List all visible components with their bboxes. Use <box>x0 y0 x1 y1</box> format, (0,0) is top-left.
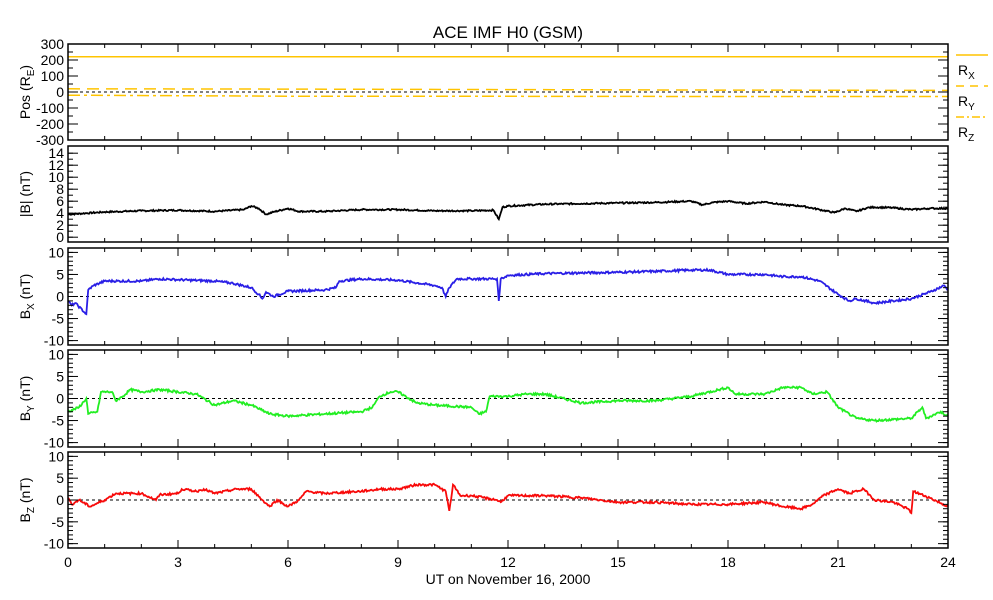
y-label-unit: (nT) <box>17 477 33 507</box>
x-axis-label: UT on November 16, 2000 <box>426 571 591 587</box>
panel-bx: 10 5 0 -5 -10 BX (nT) <box>17 244 949 349</box>
y-tick-label: 12 <box>48 157 64 173</box>
y-tick-label: 4 <box>56 205 64 221</box>
series-bx <box>67 267 949 316</box>
y-label-subscript: Y <box>26 405 37 412</box>
series-bz <box>67 482 949 515</box>
legend-label-subscript: Y <box>968 102 975 113</box>
y-tick-label: 0 <box>56 229 64 245</box>
legend-label-main: R <box>958 62 968 78</box>
y-tick-label: 200 <box>41 52 65 68</box>
y-tick-label: 10 <box>48 169 64 185</box>
legend-label-subscript: X <box>968 71 975 82</box>
legend-label-main: R <box>958 124 968 140</box>
y-tick-label: -5 <box>52 514 65 530</box>
y-label-unit: (nT) <box>17 376 33 406</box>
y-tick-label: -10 <box>44 435 64 451</box>
y-label-main: B <box>17 513 33 522</box>
y-label-main: B <box>17 412 33 421</box>
x-tick-label: 12 <box>500 554 516 570</box>
y-label-subscript: E <box>26 69 37 76</box>
y-tick-label: -200 <box>36 116 64 132</box>
x-tick-label: 24 <box>940 554 956 570</box>
panel-by: 10 5 0 -5 -10 BY (nT) <box>17 346 949 451</box>
legend-label-main: R <box>958 93 968 109</box>
y-label-main: B <box>17 310 33 319</box>
y-axis-label: BY (nT) <box>17 376 37 422</box>
y-tick-label: 2 <box>56 217 64 233</box>
series-rz <box>67 94 948 98</box>
y-tick-label: 8 <box>56 181 64 197</box>
x-tick-label: 3 <box>174 554 182 570</box>
y-tick-label: 5 <box>56 470 64 486</box>
y-tick-label: 300 <box>41 36 65 52</box>
panel-frame <box>67 145 949 243</box>
y-label-unit: (nT) <box>17 274 33 304</box>
y-tick-label: -5 <box>52 311 65 327</box>
y-axis-label: BZ (nT) <box>17 477 37 522</box>
y-tick-label: 0 <box>56 492 64 508</box>
y-label-subscript: X <box>26 303 37 310</box>
y-tick-label: 100 <box>41 68 65 84</box>
x-tick-label: 15 <box>610 554 626 570</box>
y-tick-label: 10 <box>48 244 64 260</box>
y-tick-label: 5 <box>56 368 64 384</box>
y-label-subscript: Z <box>26 507 37 513</box>
y-tick-label: 6 <box>56 193 64 209</box>
legend-label-ry: RY <box>958 93 975 113</box>
legend-label-subscript: Z <box>968 133 974 144</box>
series-ry <box>67 88 949 92</box>
series-b <box>68 199 949 222</box>
panel-bz: 10 5 0 -5 -10 BZ (nT) <box>17 448 949 552</box>
x-tick-label: 18 <box>720 554 736 570</box>
legend-label-rz: RZ <box>958 124 974 144</box>
y-axis-label: |B| (nT) <box>17 171 33 217</box>
y-label-main: Pos (R <box>17 76 33 119</box>
legend-label-rx: RX <box>958 62 975 82</box>
y-label-unit: ) <box>17 65 33 70</box>
y-tick-label: 14 <box>48 145 64 161</box>
y-axis-label: Pos (RE) <box>17 65 37 119</box>
y-tick-label: 10 <box>48 346 64 362</box>
y-tick-label: -5 <box>52 413 65 429</box>
x-tick-label: 9 <box>394 554 402 570</box>
y-tick-label: 0 <box>56 84 64 100</box>
y-tick-label: 10 <box>48 448 64 464</box>
x-tick-label: 6 <box>284 554 292 570</box>
y-tick-label: -10 <box>44 333 64 349</box>
y-tick-label: 0 <box>56 289 64 305</box>
chart-title: ACE IMF H0 (GSM) <box>433 23 583 42</box>
y-label-main: |B| (nT) <box>17 171 33 217</box>
y-tick-label: -10 <box>44 536 64 552</box>
y-axis-label: BX (nT) <box>17 274 37 320</box>
x-tick-labels: 0 3 6 9 12 15 18 21 24 <box>64 554 956 570</box>
y-tick-label: 0 <box>56 391 64 407</box>
x-tick-label: 0 <box>64 554 72 570</box>
y-tick-label: -300 <box>36 132 64 148</box>
series-by <box>67 385 949 423</box>
y-tick-label: 5 <box>56 266 64 282</box>
x-tick-label: 21 <box>830 554 846 570</box>
y-tick-label: -100 <box>36 100 64 116</box>
